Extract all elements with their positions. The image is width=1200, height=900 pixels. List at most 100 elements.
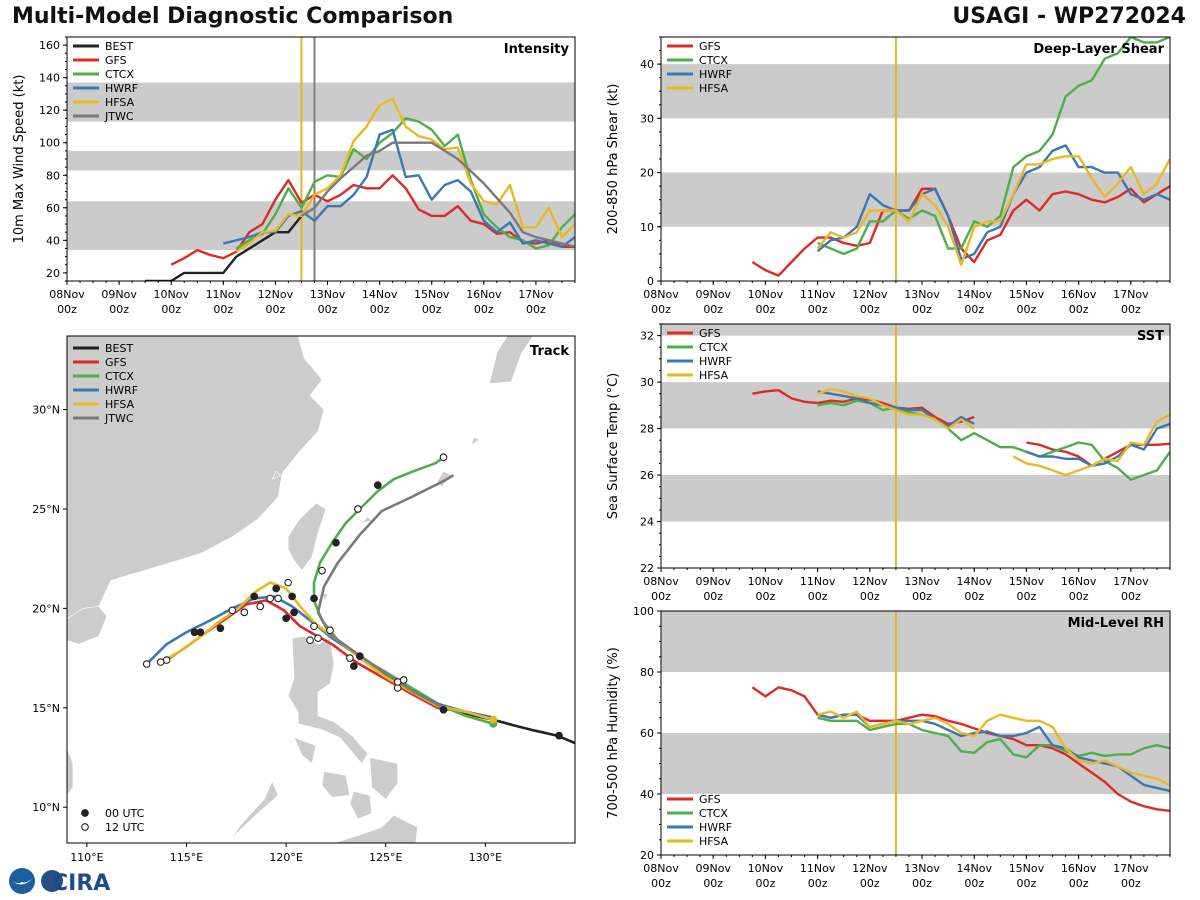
series-line-hfsa	[817, 387, 975, 430]
x-tick-date: 17Nov	[1113, 862, 1149, 875]
y-tick-label: 15°N	[32, 702, 60, 715]
x-tick-date: 17Nov	[518, 288, 554, 301]
land-mass	[333, 814, 418, 843]
y-tick-label: 26	[640, 469, 654, 482]
track-end-dot	[489, 715, 498, 724]
position-marker-12utc	[156, 658, 165, 666]
x-tick-time: 00z	[756, 877, 776, 890]
position-marker-12utc	[266, 594, 275, 603]
y-tick-label: 20	[46, 267, 60, 280]
series-line-gfs	[752, 389, 975, 426]
land-mass	[349, 790, 373, 820]
land-mass	[67, 747, 74, 796]
legend-label: HFSA	[699, 82, 729, 95]
legend-label: CTCX	[699, 54, 728, 67]
series-group	[145, 97, 575, 281]
x-tick-time: 00z	[1121, 877, 1141, 890]
y-tick-label: 20	[640, 167, 654, 180]
y-tick-label: 80	[640, 666, 654, 679]
panel-rh: 20 40 60 80 100 08Nov 00z 09Nov 00z 10Nov 00z 11Nov…	[606, 605, 1171, 890]
panel-sst: 22 24 26 28 30 32 08Nov 00z 09Nov 00z 10Nov 00z 11No…	[606, 323, 1171, 603]
x-tick-time: 00z	[474, 303, 494, 316]
map-content	[67, 336, 575, 843]
x-tick-time: 00z	[1121, 303, 1141, 316]
x-tick-date: 12Nov	[258, 288, 294, 301]
x-tick-label: 125°E	[369, 851, 402, 864]
position-marker-12utc	[354, 505, 362, 513]
x-tick-date: 10Nov	[748, 862, 784, 875]
y-tick-label: 30	[640, 376, 654, 389]
legend-label: HWRF	[699, 355, 732, 368]
x-tick-time: 00z	[1017, 590, 1037, 603]
legend-label: GFS	[105, 54, 127, 67]
land-mass	[271, 470, 281, 480]
shade-band	[661, 324, 1170, 336]
position-marker-00utc	[282, 614, 290, 623]
land-mass	[293, 737, 317, 765]
shade-band	[67, 201, 575, 251]
x-tick-time: 00z	[703, 303, 723, 316]
land-mass	[470, 437, 481, 447]
x-tick-date: 16Nov	[1061, 575, 1097, 588]
position-marker-12utc	[326, 626, 334, 635]
position-marker-00utc	[439, 705, 448, 714]
land-mass	[67, 606, 108, 645]
series-line-ctcx	[235, 117, 575, 250]
panel-title: Track	[530, 344, 569, 359]
legend-label: HFSA	[699, 835, 729, 848]
series-line-hwrf	[816, 144, 1170, 261]
land-mass	[488, 336, 534, 385]
legend-label: HWRF	[699, 821, 732, 834]
y-tick-label: 10	[640, 221, 654, 234]
position-marker-12utc	[314, 634, 322, 643]
x-tick-date: 16Nov	[1061, 862, 1097, 875]
x-tick-time: 00z	[964, 877, 984, 890]
x-tick-date: 11Nov	[800, 288, 836, 301]
noaa-globe-icon	[9, 868, 35, 894]
series-line-hwrf	[1025, 422, 1170, 467]
track-line-best	[443, 706, 575, 745]
x-tick-date: 10Nov	[153, 288, 189, 301]
position-marker-00utc	[332, 538, 340, 547]
y-tick-label: 40	[640, 58, 654, 71]
position-marker-12utc	[240, 608, 249, 617]
position-marker-00utc	[290, 608, 298, 617]
y-tick-label: 120	[39, 104, 60, 117]
y-tick-label: 160	[39, 39, 60, 52]
cira-logo: CIRA	[9, 868, 110, 896]
series-line-ctcx	[817, 399, 1170, 481]
legend-label: HFSA	[699, 369, 729, 382]
legend-label: GFS	[105, 356, 127, 369]
seal-icon	[41, 870, 63, 892]
legend-label: CTCX	[105, 68, 134, 81]
legend-marker-filled	[81, 809, 89, 817]
x-tick-date: 15Nov	[1009, 575, 1045, 588]
position-marker-12utc	[306, 636, 314, 645]
panel-title: SST	[1137, 329, 1164, 344]
legend-label: GFS	[699, 793, 721, 806]
legend-label: HFSA	[105, 398, 135, 411]
x-tick-time: 00z	[808, 590, 828, 603]
series-group	[751, 686, 1170, 812]
legend-marker-open	[81, 823, 89, 831]
position-marker-00utc	[373, 481, 382, 489]
legend-label: CTCX	[699, 341, 728, 354]
x-tick-label: 120°E	[269, 851, 302, 864]
x-tick-date: 16Nov	[466, 288, 502, 301]
legend-label: HWRF	[105, 82, 138, 95]
position-marker-12utc	[318, 566, 326, 575]
x-tick-time: 00z	[756, 590, 776, 603]
y-axis-label: 700-500 hPa Humidity (%)	[606, 647, 621, 819]
y-tick-label: 25°N	[32, 503, 60, 516]
x-tick-time: 00z	[422, 303, 442, 316]
x-tick-date: 08Nov	[49, 288, 85, 301]
marker-legend-label: 00 UTC	[105, 807, 145, 820]
marker-legend-label: 12 UTC	[105, 821, 145, 834]
x-tick-time: 00z	[651, 590, 671, 603]
x-tick-date: 08Nov	[643, 862, 679, 875]
y-tick-label: 10°N	[32, 801, 60, 814]
x-tick-date: 14Nov	[362, 288, 398, 301]
x-tick-time: 00z	[1069, 303, 1089, 316]
position-marker-00utc	[190, 628, 199, 637]
legend-label: JTWC	[104, 110, 134, 123]
